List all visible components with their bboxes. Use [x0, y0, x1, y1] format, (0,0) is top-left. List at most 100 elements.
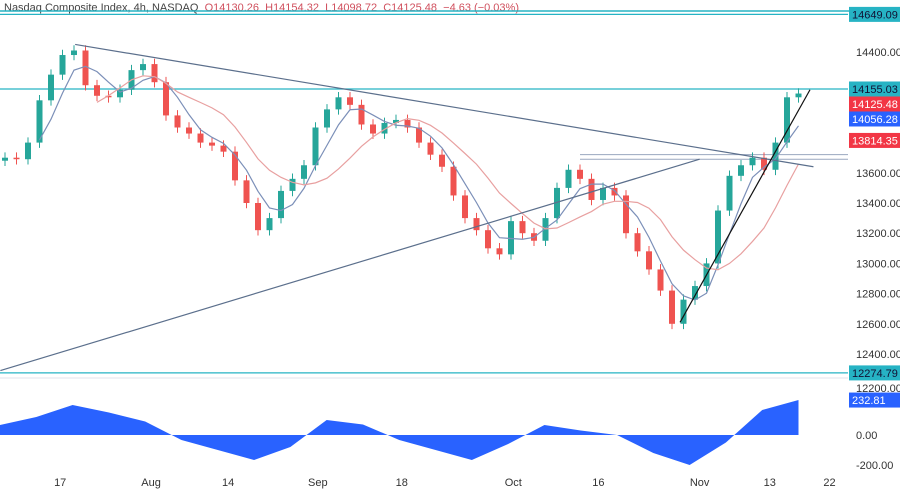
candle [301, 165, 307, 179]
candle [117, 89, 123, 98]
candle [324, 109, 330, 128]
candle [404, 119, 411, 128]
candle [657, 269, 664, 291]
candle [71, 50, 77, 56]
candle [381, 122, 388, 134]
y-tick-label: 13600.00 [856, 168, 900, 180]
level-price-tag-bg [849, 81, 900, 97]
candle [48, 74, 54, 101]
trendline [679, 89, 811, 323]
x-tick-label: 13 [764, 477, 776, 489]
y-tick-label: 12400.00 [856, 349, 900, 361]
price-tag: 13814.35 [852, 135, 898, 147]
candle [197, 133, 204, 143]
price-tag: 14125.48 [852, 99, 898, 111]
candle [761, 157, 767, 170]
oscillator-value-tag: 232.81 [852, 395, 886, 407]
candle [634, 233, 641, 252]
candle [255, 203, 261, 231]
candle [462, 195, 468, 219]
candle [588, 178, 595, 200]
level-price-tag: 12274.79 [852, 368, 898, 380]
level-price-tag-bg [849, 6, 900, 22]
trendline [0, 158, 700, 372]
candle [646, 251, 652, 270]
candle [163, 82, 169, 116]
candle [496, 248, 503, 255]
candle [726, 175, 733, 211]
candle [427, 142, 434, 155]
candle [25, 142, 31, 160]
candle [715, 210, 721, 264]
candle [611, 187, 618, 196]
candle [289, 178, 296, 191]
oscillator-value-tag-bg [849, 392, 900, 408]
price-tag-bg [849, 132, 900, 148]
x-tick-label: 17 [54, 477, 66, 489]
moving-average-line [96, 75, 800, 271]
candle [393, 119, 399, 123]
candle [554, 187, 560, 219]
candle [485, 230, 491, 249]
y-tick-label: 14400.00 [856, 47, 900, 59]
oscillator-tick-label: -200.00 [856, 460, 893, 472]
x-tick-label: Oct [505, 477, 522, 489]
candle [220, 145, 227, 152]
level-price-tag: 14155.03 [852, 84, 898, 96]
candle [508, 221, 514, 255]
price-tag: 14056.28 [852, 114, 898, 126]
candle [347, 97, 353, 105]
candle [565, 169, 572, 188]
candle [416, 127, 422, 143]
candle [680, 299, 687, 324]
oscillator-tick-label: 0.00 [856, 430, 877, 442]
candle [209, 142, 215, 146]
candle [623, 195, 629, 234]
price-tag-bg [849, 111, 900, 127]
candle [186, 127, 192, 134]
x-tick-label: 22 [823, 477, 835, 489]
candle [600, 187, 606, 200]
candle [59, 55, 66, 75]
candle [749, 157, 756, 166]
x-tick-label: Nov [690, 477, 710, 489]
x-tick-label: 14 [222, 477, 234, 489]
y-tick-label: 12800.00 [856, 289, 900, 301]
candle [82, 50, 89, 86]
y-tick-label: 13400.00 [856, 198, 900, 210]
candle [669, 290, 675, 324]
candle [370, 124, 376, 134]
candle [738, 165, 744, 176]
candle [2, 157, 8, 161]
candle [94, 85, 100, 96]
candle [577, 169, 583, 179]
y-tick-label: 12600.00 [856, 319, 900, 331]
candle [692, 286, 698, 300]
candle [105, 95, 112, 98]
x-tick-label: Sep [308, 477, 328, 489]
candle [243, 180, 250, 203]
candle [784, 97, 790, 143]
trendline [75, 43, 814, 168]
candle [36, 100, 43, 143]
candle [772, 142, 779, 170]
oscillator-area [0, 400, 799, 465]
candle [232, 151, 238, 181]
y-tick-label: 13000.00 [856, 258, 900, 270]
y-tick-label: 13200.00 [856, 228, 900, 240]
x-tick-label: Aug [141, 477, 161, 489]
candle [140, 64, 146, 71]
candle [151, 64, 158, 83]
candle [278, 190, 284, 219]
y-tick-label: 12200.00 [856, 383, 900, 395]
price-tag-bg [849, 96, 900, 112]
candle [519, 221, 526, 234]
level-price-tag-bg [849, 365, 900, 381]
candle [795, 93, 802, 98]
candle [450, 166, 457, 196]
candle [473, 218, 480, 231]
candle [335, 97, 342, 110]
x-tick-label: 18 [396, 477, 408, 489]
